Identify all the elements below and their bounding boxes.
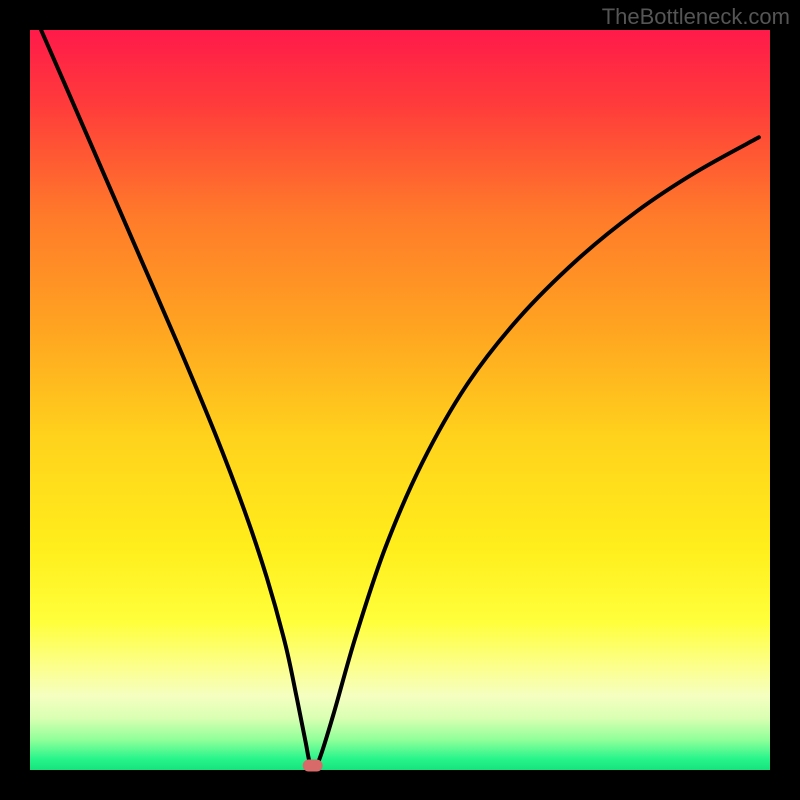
frame-right — [770, 0, 800, 800]
bottleneck-chart — [0, 0, 800, 800]
chart-container: TheBottleneck.com — [0, 0, 800, 800]
optimum-marker — [303, 760, 323, 772]
frame-left — [0, 0, 30, 800]
attribution-label: TheBottleneck.com — [602, 4, 790, 30]
plot-background — [30, 30, 770, 770]
frame-bottom — [0, 770, 800, 800]
